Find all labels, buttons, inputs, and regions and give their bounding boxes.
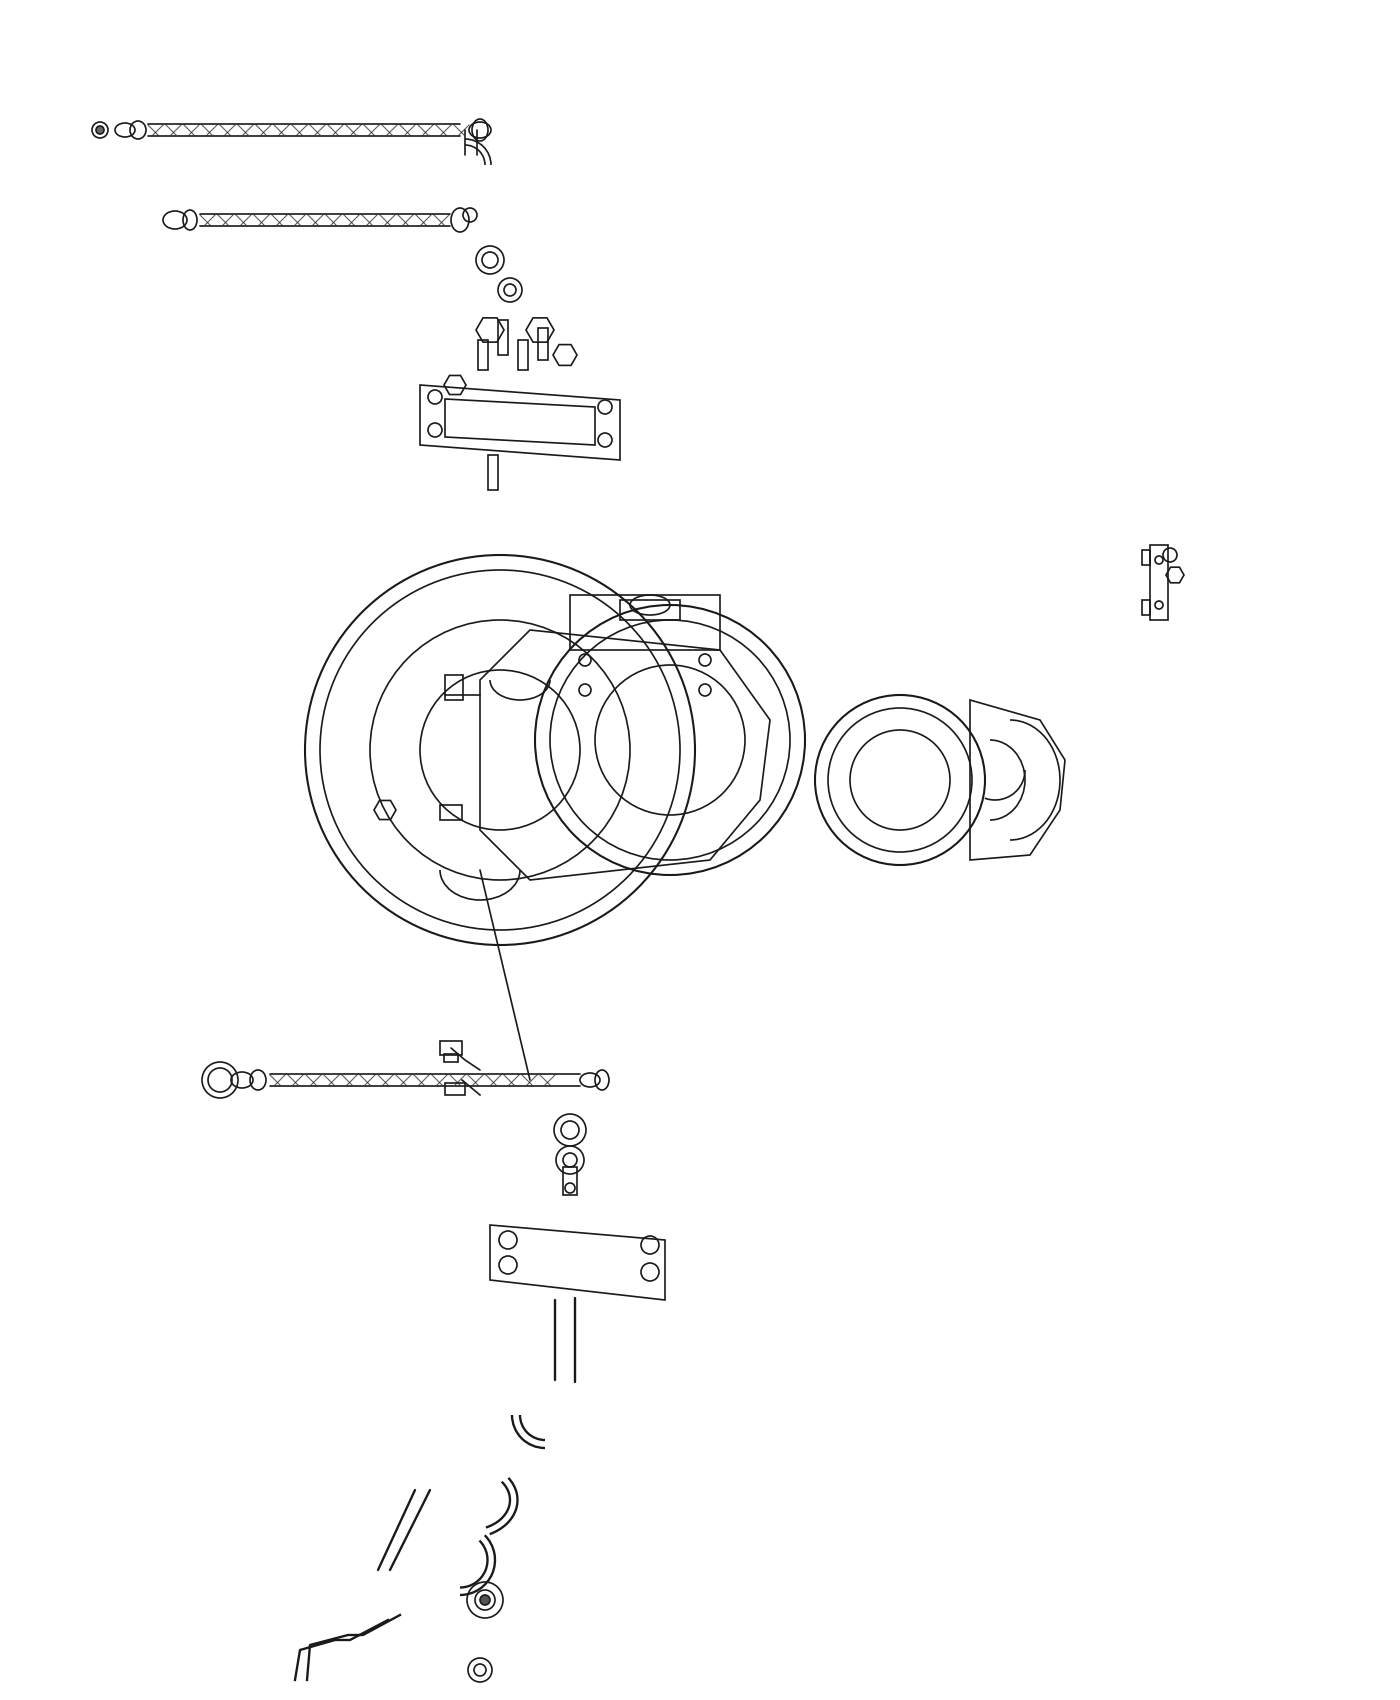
Bar xyxy=(1149,546,1168,620)
Circle shape xyxy=(97,126,104,134)
Bar xyxy=(570,595,720,649)
Bar xyxy=(620,600,680,620)
Bar xyxy=(563,1166,577,1195)
Bar xyxy=(477,340,489,371)
Bar xyxy=(1142,600,1149,615)
Bar xyxy=(444,1054,458,1062)
Bar xyxy=(440,806,462,819)
Bar xyxy=(445,675,463,700)
Bar xyxy=(1142,551,1149,564)
Bar xyxy=(538,328,547,360)
Bar xyxy=(440,1040,462,1056)
Bar xyxy=(518,340,528,371)
Bar xyxy=(489,456,498,490)
Bar xyxy=(445,1083,465,1095)
Circle shape xyxy=(480,1595,490,1605)
Bar xyxy=(498,320,508,355)
